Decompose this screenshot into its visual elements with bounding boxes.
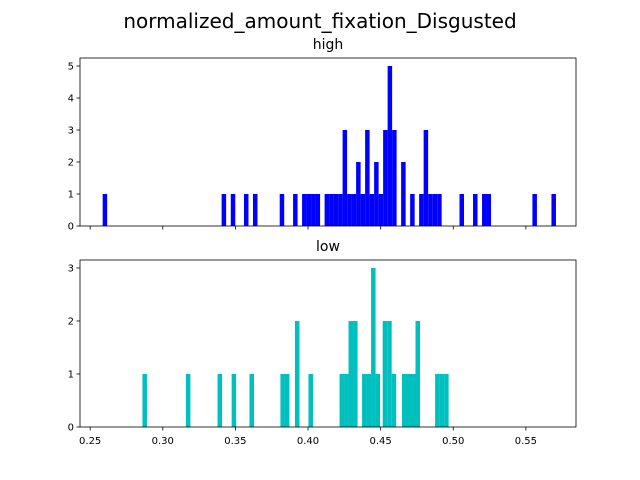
bar-low-18 bbox=[387, 320, 392, 427]
bar-high-26 bbox=[392, 130, 397, 226]
bar-high-33 bbox=[437, 194, 442, 226]
bar-low-7 bbox=[294, 320, 300, 427]
xtick-label-low: 0.50 bbox=[442, 436, 464, 447]
bar-high-31 bbox=[428, 194, 433, 226]
bar-high-1 bbox=[221, 194, 227, 226]
bar-low-2 bbox=[217, 373, 223, 427]
bar-low-16 bbox=[375, 373, 381, 427]
bar-high-19 bbox=[360, 194, 366, 226]
ytick-label-high: 1 bbox=[68, 190, 74, 201]
bar-low-12 bbox=[353, 320, 358, 427]
bar-high-30 bbox=[423, 130, 429, 226]
bar-high-14 bbox=[338, 194, 343, 226]
axes-frame-high bbox=[79, 57, 577, 227]
ytick-label-high: 0 bbox=[68, 222, 74, 233]
bar-high-27 bbox=[401, 162, 406, 226]
bar-low-9 bbox=[339, 373, 345, 427]
bar-low-23 bbox=[415, 320, 421, 427]
bar-low-6 bbox=[284, 373, 290, 427]
figure-title: normalized_amount_fixation_Disgusted bbox=[123, 9, 516, 33]
ytick-label-low: 2 bbox=[68, 316, 74, 327]
bar-low-11 bbox=[348, 320, 354, 427]
bar-high-39 bbox=[551, 194, 556, 226]
bar-high-2 bbox=[230, 194, 236, 226]
subplot-title-low: low bbox=[316, 239, 340, 255]
bar-high-29 bbox=[419, 194, 424, 226]
bar-high-20 bbox=[365, 130, 370, 226]
ytick-label-low: 0 bbox=[68, 423, 74, 434]
bar-low-8 bbox=[308, 373, 313, 427]
ytick-label-low: 1 bbox=[68, 369, 74, 380]
bar-high-9 bbox=[311, 194, 316, 226]
bar-high-37 bbox=[486, 194, 492, 226]
ytick-label-low: 3 bbox=[68, 263, 74, 274]
bar-high-3 bbox=[243, 194, 249, 226]
bar-high-25 bbox=[387, 66, 393, 226]
bar-high-17 bbox=[351, 194, 357, 226]
bar-high-11 bbox=[324, 194, 330, 226]
xtick-label-low: 0.45 bbox=[370, 436, 392, 447]
bar-high-35 bbox=[473, 194, 478, 226]
bar-low-26 bbox=[444, 373, 449, 427]
bar-high-21 bbox=[369, 194, 375, 226]
bar-high-8 bbox=[306, 194, 312, 226]
bar-low-3 bbox=[231, 373, 237, 427]
subplot-high: high 0 1 2 3 4 5 bbox=[68, 37, 577, 233]
xtick-label-low: 0.55 bbox=[515, 436, 537, 447]
xtick-label-low: 0.40 bbox=[297, 436, 319, 447]
bar-high-7 bbox=[302, 194, 307, 226]
ytick-label-high: 5 bbox=[68, 62, 74, 73]
bar-high-18 bbox=[356, 162, 361, 226]
ytick-label-high: 3 bbox=[68, 126, 74, 137]
bar-low-20 bbox=[402, 373, 407, 427]
bar-low-17 bbox=[382, 320, 388, 427]
subplots: high 0 1 2 3 4 5 low 0 1 2 3 0.25 0.30 0.35 0.40 0.45 0.5… bbox=[68, 37, 577, 447]
ytick-label-high: 2 bbox=[68, 158, 74, 169]
bar-low-24 bbox=[435, 373, 440, 427]
bar-low-19 bbox=[391, 373, 397, 427]
subplot-title-high: high bbox=[313, 37, 344, 53]
bar-high-16 bbox=[347, 194, 352, 226]
bar-high-4 bbox=[252, 194, 258, 226]
bar-low-10 bbox=[344, 373, 349, 427]
bar-high-15 bbox=[342, 130, 348, 226]
bar-high-12 bbox=[329, 194, 334, 226]
xtick-label-low: 0.35 bbox=[224, 436, 246, 447]
bar-low-21 bbox=[406, 373, 412, 427]
xtick-label-low: 0.25 bbox=[79, 436, 101, 447]
bar-high-10 bbox=[315, 194, 321, 226]
xtick-label-low: 0.30 bbox=[152, 436, 174, 447]
bar-high-24 bbox=[383, 130, 388, 226]
bar-low-13 bbox=[362, 373, 367, 427]
bar-low-25 bbox=[439, 373, 445, 427]
bar-low-1 bbox=[185, 373, 191, 427]
bar-high-22 bbox=[374, 162, 379, 226]
ytick-label-high: 4 bbox=[68, 94, 74, 105]
axes-frame-low bbox=[79, 259, 577, 428]
bar-high-32 bbox=[432, 194, 438, 226]
bar-low-4 bbox=[249, 373, 254, 427]
subplot-low: low 0 1 2 3 0.25 0.30 0.35 0.40 0.45 0.50 0.55 bbox=[68, 239, 577, 447]
bar-high-5 bbox=[279, 194, 285, 226]
bar-high-23 bbox=[378, 194, 384, 226]
bar-low-0 bbox=[142, 373, 147, 427]
bar-high-34 bbox=[459, 194, 465, 226]
bar-high-28 bbox=[410, 194, 415, 226]
bar-high-38 bbox=[532, 194, 537, 226]
bar-low-14 bbox=[366, 373, 372, 427]
bar-low-15 bbox=[371, 267, 376, 427]
bar-low-5 bbox=[280, 373, 285, 427]
bar-high-0 bbox=[102, 194, 108, 226]
bar-high-13 bbox=[333, 194, 339, 226]
bar-high-36 bbox=[482, 194, 487, 226]
bar-low-22 bbox=[411, 373, 416, 427]
bar-high-6 bbox=[293, 194, 298, 226]
